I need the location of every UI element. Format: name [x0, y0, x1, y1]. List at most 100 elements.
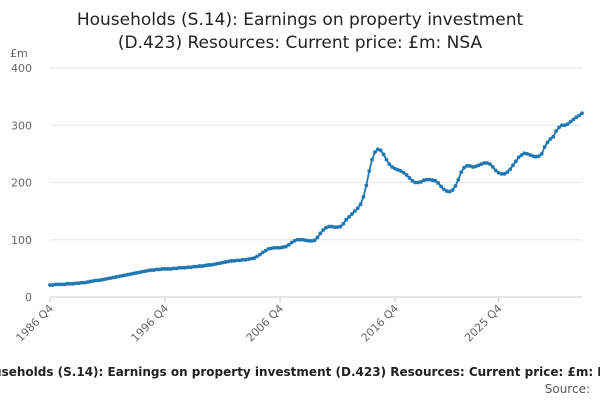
data-point[interactable] — [551, 134, 556, 139]
data-point[interactable] — [82, 280, 87, 285]
data-point[interactable] — [574, 115, 579, 120]
data-point[interactable] — [493, 168, 498, 173]
data-point[interactable] — [50, 283, 55, 287]
data-point[interactable] — [68, 281, 73, 286]
data-point[interactable] — [85, 280, 90, 285]
data-point[interactable] — [312, 238, 317, 243]
data-point[interactable] — [56, 282, 61, 287]
data-point[interactable] — [235, 258, 239, 263]
data-point[interactable] — [171, 266, 176, 271]
data-point[interactable] — [413, 180, 418, 185]
data-point[interactable] — [240, 257, 245, 262]
data-point[interactable] — [91, 279, 96, 283]
data-point[interactable] — [485, 161, 489, 165]
data-point[interactable] — [168, 267, 173, 271]
data-point[interactable] — [511, 163, 515, 168]
data-point[interactable] — [260, 250, 265, 255]
data-point[interactable] — [76, 281, 81, 286]
data-point[interactable] — [122, 273, 127, 278]
data-point[interactable] — [525, 151, 530, 156]
data-point[interactable] — [479, 162, 484, 167]
data-point[interactable] — [447, 189, 452, 194]
data-point[interactable] — [53, 282, 58, 287]
data-point[interactable] — [232, 259, 236, 263]
data-point[interactable] — [536, 154, 541, 159]
data-point[interactable] — [157, 267, 162, 272]
data-point[interactable] — [96, 278, 101, 283]
data-point[interactable] — [488, 162, 492, 167]
data-point[interactable] — [125, 272, 130, 277]
data-point[interactable] — [301, 237, 305, 242]
data-point[interactable] — [88, 279, 93, 284]
data-point[interactable] — [350, 212, 354, 216]
data-point[interactable] — [571, 117, 576, 122]
data-point[interactable] — [508, 167, 513, 172]
data-point[interactable] — [102, 277, 107, 282]
data-point[interactable] — [278, 245, 282, 250]
data-point[interactable] — [329, 224, 334, 229]
data-point[interactable] — [476, 163, 481, 168]
data-point[interactable] — [355, 206, 360, 211]
data-point[interactable] — [148, 268, 153, 272]
data-point[interactable] — [352, 209, 357, 214]
data-point[interactable] — [105, 276, 110, 281]
data-point[interactable] — [154, 267, 159, 272]
data-point[interactable] — [99, 277, 104, 282]
data-point[interactable] — [117, 274, 121, 279]
data-point[interactable] — [197, 264, 202, 268]
data-point[interactable] — [421, 178, 426, 183]
data-point[interactable] — [59, 282, 64, 287]
data-point[interactable] — [79, 280, 84, 285]
data-point[interactable] — [191, 264, 196, 269]
data-point[interactable] — [378, 148, 383, 153]
data-point[interactable] — [281, 245, 285, 250]
data-point[interactable] — [404, 173, 409, 177]
data-point[interactable] — [442, 187, 446, 192]
data-point[interactable] — [580, 111, 584, 116]
data-point[interactable] — [94, 278, 98, 283]
data-point[interactable] — [462, 165, 466, 170]
data-point[interactable] — [269, 246, 274, 251]
data-point[interactable] — [183, 265, 188, 270]
data-point[interactable] — [436, 181, 441, 185]
data-point[interactable] — [48, 283, 52, 287]
data-point[interactable] — [62, 282, 67, 287]
data-point[interactable] — [559, 123, 564, 128]
data-point[interactable] — [283, 244, 288, 249]
data-point[interactable] — [143, 269, 147, 274]
data-point[interactable] — [318, 231, 323, 236]
data-point[interactable] — [401, 170, 406, 175]
data-point[interactable] — [292, 239, 297, 243]
data-point[interactable] — [321, 228, 326, 232]
data-point[interactable] — [439, 184, 443, 189]
data-point[interactable] — [542, 145, 547, 149]
data-point[interactable] — [289, 240, 294, 245]
data-point[interactable] — [140, 269, 144, 274]
data-point[interactable] — [275, 245, 280, 250]
data-point[interactable] — [430, 178, 435, 183]
data-point[interactable] — [473, 164, 478, 169]
data-point[interactable] — [427, 177, 432, 182]
data-point[interactable] — [203, 263, 208, 268]
data-point[interactable] — [206, 263, 211, 267]
data-point[interactable] — [332, 225, 337, 230]
data-point[interactable] — [246, 257, 251, 262]
data-point[interactable] — [189, 265, 193, 270]
data-point[interactable] — [534, 154, 538, 159]
data-point[interactable] — [528, 153, 533, 157]
data-point[interactable] — [174, 266, 179, 271]
data-point[interactable] — [467, 164, 472, 168]
data-point[interactable] — [180, 265, 185, 270]
data-point[interactable] — [554, 129, 559, 133]
data-point[interactable] — [577, 113, 582, 118]
data-point[interactable] — [407, 176, 412, 180]
data-point[interactable] — [562, 123, 567, 128]
data-point[interactable] — [134, 271, 139, 275]
data-point[interactable] — [263, 248, 268, 253]
data-point[interactable] — [166, 267, 170, 271]
data-point[interactable] — [315, 235, 320, 240]
data-point[interactable] — [522, 151, 527, 156]
data-point[interactable] — [214, 261, 219, 266]
data-point[interactable] — [490, 165, 495, 169]
data-point[interactable] — [548, 137, 553, 141]
